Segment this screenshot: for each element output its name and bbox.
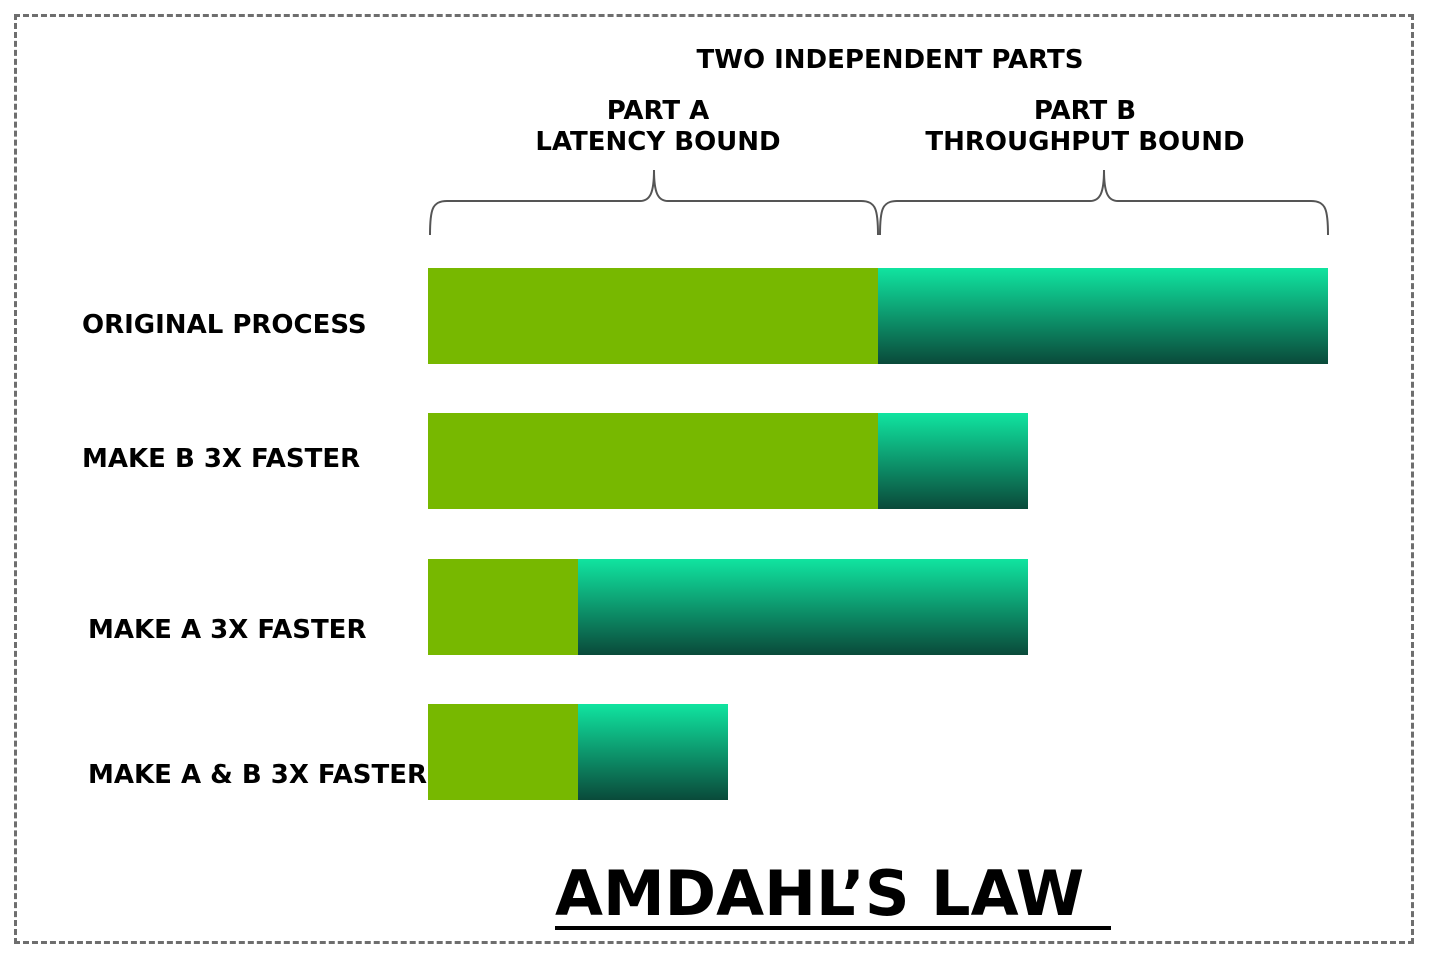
brace-part-a: [429, 169, 879, 236]
row-label-make-a-faster: MAKE A 3X FASTER: [88, 615, 367, 645]
part-b-name: PART B: [1033, 96, 1137, 126]
part-b-heading: PART B THROUGHPUT BOUND: [925, 96, 1244, 158]
bar-part-b-row-3: [578, 559, 1028, 655]
title-underline: [555, 926, 1111, 930]
bar-part-b-row-2: [878, 413, 1028, 509]
bar-part-b-row-4: [578, 704, 728, 800]
bar-part-b-row-1: [878, 268, 1328, 364]
bar-part-a-row-3: [428, 559, 578, 655]
part-a-name: PART A: [606, 96, 710, 126]
part-a-type: LATENCY BOUND: [535, 127, 781, 157]
brace-part-b: [879, 169, 1329, 236]
diagram-header: TWO INDEPENDENT PARTS: [696, 45, 1084, 75]
bar-part-a-row-4: [428, 704, 578, 800]
bar-part-a-row-1: [428, 268, 878, 364]
bar-part-a-row-2: [428, 413, 878, 509]
part-b-type: THROUGHPUT BOUND: [925, 127, 1245, 157]
part-a-heading: PART A LATENCY BOUND: [535, 96, 780, 158]
row-label-make-b-faster: MAKE B 3X FASTER: [82, 444, 361, 474]
dashed-frame: [14, 14, 1414, 944]
row-label-make-a-b-faster: MAKE A & B 3X FASTER: [88, 760, 428, 790]
row-label-original-process: ORIGINAL PROCESS: [82, 310, 367, 340]
diagram-title: AMDAHL’S LAW: [555, 857, 1085, 930]
